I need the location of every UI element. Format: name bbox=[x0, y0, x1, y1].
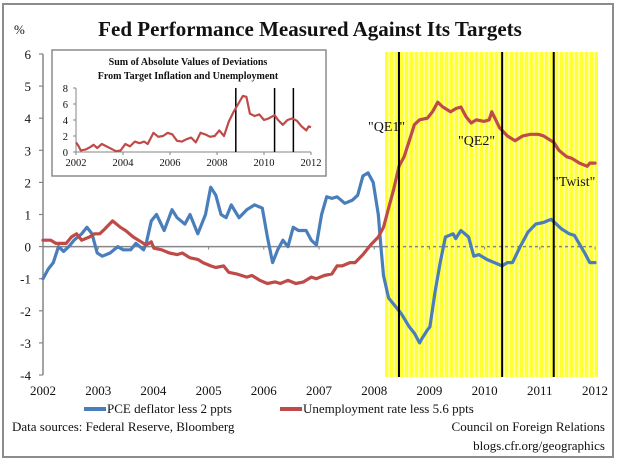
chart-title: Fed Performance Measured Against Its Tar… bbox=[98, 17, 522, 41]
shade-stripe bbox=[555, 52, 558, 377]
shade-stripe bbox=[390, 52, 393, 377]
shade-stripe bbox=[535, 52, 538, 377]
inset-y-tick-label: 0 bbox=[63, 148, 68, 159]
source-url: blogs.cfr.org/geographics bbox=[473, 438, 605, 453]
shade-stripe bbox=[540, 52, 543, 377]
shade-stripe bbox=[475, 52, 478, 377]
x-tick-label: 2002 bbox=[30, 383, 56, 398]
shade-stripe bbox=[585, 52, 588, 377]
legend-label-pce: PCE deflator less 2 ppts bbox=[107, 401, 232, 416]
shade-stripe bbox=[405, 52, 408, 377]
unemployment-line bbox=[41, 100, 597, 286]
shade-stripe bbox=[565, 52, 568, 377]
pce-deflator-line bbox=[41, 171, 597, 345]
inset-title-line-2: From Target Inflation and Unemployment bbox=[98, 71, 279, 82]
y-tick-label: -2 bbox=[20, 304, 31, 319]
legend-label-unemployment: Unemployment rate less 5.6 ppts bbox=[303, 401, 474, 416]
shade-stripe bbox=[510, 52, 513, 377]
inset-title-line-1: Sum of Absolute Values of Deviations bbox=[109, 57, 268, 68]
inset-deviation-line bbox=[75, 94, 312, 153]
x-tick-label: 2007 bbox=[306, 383, 333, 398]
shade-stripe bbox=[425, 52, 428, 377]
shade-stripe bbox=[490, 52, 493, 377]
x-tick-label: 2005 bbox=[196, 383, 222, 398]
inset-x-tick-label: 2012 bbox=[301, 158, 322, 169]
inset-series bbox=[75, 88, 312, 153]
shade-stripe bbox=[395, 52, 398, 377]
shade-stripe bbox=[575, 52, 578, 377]
shade-stripe bbox=[495, 52, 498, 377]
shade-stripe bbox=[440, 52, 443, 377]
y-tick-label: 5 bbox=[25, 79, 32, 94]
main-series bbox=[41, 100, 597, 345]
x-tick-label: 2003 bbox=[85, 383, 111, 398]
annotation-qe1: "QE1" bbox=[368, 120, 405, 135]
x-tick-label: 2008 bbox=[361, 383, 387, 398]
legend: PCE deflator less 2 ppts Unemployment ra… bbox=[84, 401, 474, 416]
shade-stripe bbox=[415, 52, 418, 377]
inset-y-tick-label: 4 bbox=[63, 116, 69, 127]
shade-stripe bbox=[485, 52, 488, 377]
x-tick-label: 2012 bbox=[582, 383, 608, 398]
y-axis-unit-label: % bbox=[14, 22, 25, 37]
annotation-twist: "Twist" bbox=[553, 175, 595, 190]
shade-stripe bbox=[530, 52, 533, 377]
shade-stripe bbox=[420, 52, 423, 377]
shade-stripe bbox=[455, 52, 458, 377]
shade-stripe bbox=[595, 52, 598, 377]
shade-stripe bbox=[460, 52, 463, 377]
event-lines bbox=[397, 52, 555, 377]
inset-y-tick-label: 6 bbox=[63, 100, 68, 111]
y-tick-label: 0 bbox=[25, 240, 32, 255]
inset-x-tick-label: 2010 bbox=[254, 158, 275, 169]
shade-stripe bbox=[465, 52, 468, 377]
y-tick-label: -3 bbox=[20, 336, 31, 351]
y-tick-label: 2 bbox=[25, 175, 32, 190]
data-sources: Data sources: Federal Reserve, Bloomberg bbox=[12, 419, 235, 434]
shade-stripe bbox=[505, 52, 508, 377]
y-tick-label: 3 bbox=[25, 143, 32, 158]
shade-stripe bbox=[520, 52, 523, 377]
shade-stripe bbox=[560, 52, 563, 377]
shade-stripe bbox=[400, 52, 403, 377]
shade-stripe bbox=[550, 52, 553, 377]
y-tick-label: -4 bbox=[20, 368, 31, 383]
inset-y-tick-label: 8 bbox=[63, 84, 68, 95]
shade-stripe bbox=[450, 52, 453, 377]
inset-chart: Sum of Absolute Values of Deviations Fro… bbox=[51, 49, 327, 177]
x-tick-label: 2006 bbox=[251, 383, 278, 398]
inset-x-tick-label: 2006 bbox=[160, 158, 181, 169]
inset-frame bbox=[51, 49, 327, 177]
shade-stripe bbox=[545, 52, 548, 377]
shade-stripe bbox=[570, 52, 573, 377]
shade-stripe bbox=[525, 52, 528, 377]
organization: Council on Foreign Relations bbox=[452, 419, 605, 434]
shade-stripe bbox=[410, 52, 413, 377]
y-tick-label: 6 bbox=[25, 47, 32, 62]
shade-stripe bbox=[470, 52, 473, 377]
x-tick-label: 2009 bbox=[416, 383, 442, 398]
inset-x-tick-label: 2004 bbox=[113, 158, 135, 169]
x-tick-label: 2011 bbox=[527, 383, 553, 398]
x-tick-label: 2010 bbox=[472, 383, 498, 398]
shade-stripe bbox=[445, 52, 448, 377]
x-tick-label: 2004 bbox=[140, 383, 167, 398]
shade-stripe bbox=[580, 52, 583, 377]
shade-stripe bbox=[435, 52, 438, 377]
shade-stripe bbox=[590, 52, 593, 377]
shaded-region bbox=[385, 52, 598, 377]
inset-x-tick-label: 2008 bbox=[207, 158, 228, 169]
y-tick-label: 1 bbox=[25, 208, 32, 223]
y-tick-label: -1 bbox=[20, 272, 31, 287]
shade-stripe bbox=[480, 52, 483, 377]
inset-y-tick-label: 2 bbox=[63, 132, 68, 143]
inset-x-tick-label: 2002 bbox=[66, 158, 87, 169]
shade-stripe bbox=[430, 52, 433, 377]
annotation-qe2: "QE2" bbox=[458, 134, 495, 149]
shade-stripe bbox=[515, 52, 518, 377]
y-tick-label: 4 bbox=[25, 111, 32, 126]
